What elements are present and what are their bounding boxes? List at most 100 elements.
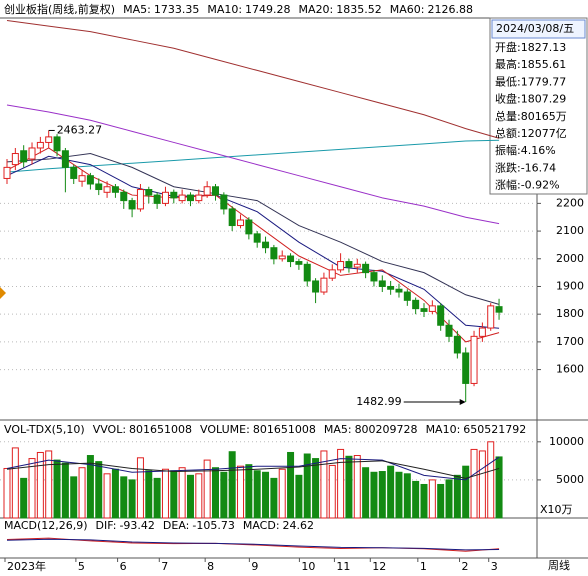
y-tick-label: 1600 xyxy=(556,363,584,376)
candle-body xyxy=(478,327,486,337)
volume-bar xyxy=(370,471,378,519)
volume-unit: X10万 xyxy=(540,503,573,516)
candle-body xyxy=(337,261,345,271)
candle-body xyxy=(495,306,503,313)
candle-body xyxy=(320,277,328,293)
volume-bar xyxy=(3,467,11,519)
info-row: 最低:1779.77 xyxy=(495,75,566,88)
legend-value: 801651008 xyxy=(129,423,192,436)
volume-bar xyxy=(145,470,153,519)
volume-bar xyxy=(61,462,69,519)
volume-bar xyxy=(195,473,203,519)
volume-bar xyxy=(437,483,445,519)
volume-bar xyxy=(153,477,161,519)
x-tick-label: 9 xyxy=(251,560,258,573)
volume-bar xyxy=(86,455,94,519)
candle-body xyxy=(295,261,303,265)
x-tick-label: 5 xyxy=(78,560,85,573)
volume-bar xyxy=(45,450,53,519)
x-tick-label: 3 xyxy=(491,560,498,573)
candle-body xyxy=(362,263,370,274)
y-tick-label: 2000 xyxy=(556,252,584,265)
y-tick-label: 2100 xyxy=(556,224,584,237)
candle-body xyxy=(370,272,378,282)
candle-body xyxy=(420,308,428,312)
volume-bar xyxy=(353,455,361,519)
candle-body xyxy=(95,183,103,191)
arrow-head xyxy=(459,398,466,405)
candle-body xyxy=(61,150,69,168)
legend-value: -93.42 xyxy=(119,519,154,532)
chart-title: 创业板指(周线,前复权) xyxy=(4,2,115,16)
x-tick-label: 8 xyxy=(207,560,214,573)
volume-bar xyxy=(287,451,295,519)
candle-body xyxy=(470,335,478,384)
y-tick-label: 1800 xyxy=(556,307,584,320)
legend-value: 1749.28 xyxy=(245,3,291,16)
period-label: 周线 xyxy=(548,558,570,572)
candle-body xyxy=(212,186,219,196)
annotation: 2463.27 xyxy=(57,123,102,136)
candle-body xyxy=(303,263,311,282)
ma-line xyxy=(6,104,500,225)
legend-label: MA60: xyxy=(390,3,425,16)
candle-body xyxy=(195,194,203,202)
candle-body xyxy=(237,219,245,227)
volume-bar xyxy=(95,461,103,519)
y-tick-label: 5000 xyxy=(556,473,584,486)
candle-body xyxy=(378,280,386,287)
info-row: 涨跌:-16.74 xyxy=(495,160,556,174)
volume-bar xyxy=(78,467,86,519)
candle-body xyxy=(312,280,320,293)
volume-bar xyxy=(161,468,169,519)
x-tick-label: 11 xyxy=(336,560,350,573)
date-box xyxy=(491,19,586,39)
volume-bar xyxy=(36,451,44,519)
volume-bar xyxy=(295,474,303,519)
candle-body xyxy=(178,194,186,202)
volume-bar xyxy=(478,450,486,519)
candle-body xyxy=(78,175,86,182)
ma-line xyxy=(6,155,500,329)
volume-bar xyxy=(362,467,370,519)
volume-bar xyxy=(495,456,503,519)
candle-body xyxy=(428,305,436,312)
candle-body xyxy=(287,255,295,263)
candle-body xyxy=(395,288,403,293)
x-tick-label: 10 xyxy=(301,560,315,573)
volume-bar xyxy=(212,467,219,519)
volume-bar xyxy=(20,477,28,519)
ma-line xyxy=(6,20,500,139)
legend-label: MA5: xyxy=(324,423,352,436)
legend-value: 24.62 xyxy=(283,519,315,532)
candle-body xyxy=(437,305,445,326)
volume-bar xyxy=(178,467,186,519)
candle-body xyxy=(203,186,211,196)
panel-title: VOL-TDX(5,10) xyxy=(4,423,85,436)
volume-bar xyxy=(320,450,328,519)
ma-line xyxy=(6,456,500,481)
volume-bar xyxy=(328,464,336,519)
marker xyxy=(0,287,6,299)
candle-body xyxy=(136,189,144,210)
volume-bar xyxy=(445,479,453,519)
volume-bar xyxy=(453,474,461,519)
volume-bar xyxy=(412,480,420,519)
legend-label: DEA: xyxy=(163,519,189,532)
volume-bar xyxy=(278,468,286,519)
legend-label: MA20: xyxy=(299,3,334,16)
candle-body xyxy=(353,263,361,268)
volume-bar xyxy=(120,476,128,519)
volume-bar xyxy=(378,471,386,519)
volume-bar xyxy=(203,459,211,519)
candle-body xyxy=(70,166,78,179)
volume-bar xyxy=(262,471,270,519)
legend-value: 650521792 xyxy=(463,423,526,436)
legend-label: MA10: xyxy=(207,3,242,16)
volume-bar xyxy=(395,471,403,519)
candle-body xyxy=(128,200,136,210)
volume-bar xyxy=(128,479,136,519)
volume-bar xyxy=(470,448,478,519)
info-box xyxy=(489,17,588,195)
